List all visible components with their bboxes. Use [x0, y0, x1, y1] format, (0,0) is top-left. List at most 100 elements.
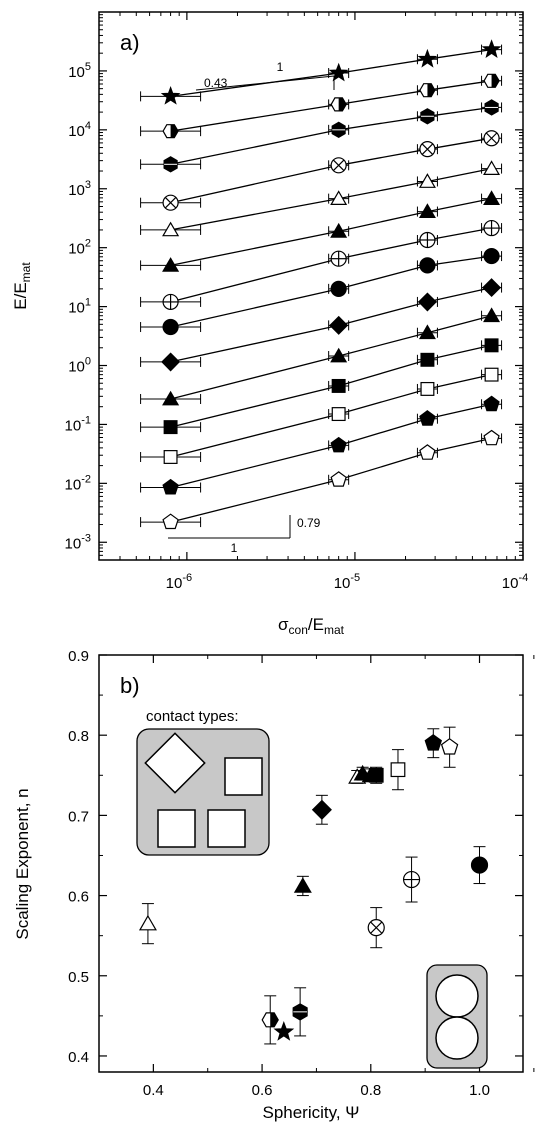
point-group — [440, 726, 459, 768]
data-point-half-hexagon — [419, 83, 436, 98]
point-group — [311, 794, 332, 825]
data-point-hexagon-filled — [484, 99, 499, 116]
data-point-triangle-filled — [418, 324, 436, 340]
data-point-circle-filled — [162, 318, 179, 336]
data-point-square-filled — [163, 420, 178, 435]
point-group — [367, 907, 385, 949]
y-tick-label: 104 — [68, 120, 91, 140]
data-point-triangle-filled — [483, 190, 501, 205]
x-title-sub1: con — [289, 623, 308, 637]
x-tick-label: 10-4 — [502, 572, 528, 592]
data-point-pentagon-open — [330, 471, 347, 487]
series-circle-cross — [140, 130, 503, 211]
series-pentagon-open — [140, 429, 503, 530]
data-point-circle-plus — [419, 231, 436, 249]
fit-line — [170, 197, 492, 267]
data-point-triangle-filled — [330, 222, 348, 238]
data-point-half-hexagon — [330, 97, 347, 112]
data-point-triangle-filled — [293, 877, 312, 893]
fit-line — [170, 286, 492, 363]
square-particle-icon — [157, 809, 196, 848]
series-hexagon-filled — [140, 99, 503, 173]
panel-a-x-axis: 10-6 10-5 10-4 — [98, 12, 528, 592]
data-point-circle-filled — [330, 280, 347, 297]
data-point-diamond-filled — [311, 799, 332, 820]
y-tick-label: 0.4 — [68, 1049, 89, 1066]
data-point-triangle-open — [483, 160, 501, 175]
data-point-triangle-filled — [483, 307, 501, 323]
data-point-diamond-filled — [417, 292, 437, 312]
data-point-square-filled — [420, 352, 435, 367]
slope-bottom-rise-label: 0.79 — [297, 516, 321, 530]
data-point-circle-filled — [419, 257, 436, 274]
data-point-triangle-filled — [418, 203, 436, 218]
point-group — [293, 875, 312, 897]
y-tick-label: 0.9 — [68, 648, 89, 665]
data-point-circle-cross — [162, 194, 179, 211]
x-title-mid: /E — [308, 615, 324, 634]
point-group — [292, 987, 308, 1037]
y-tick-label: 10-2 — [65, 473, 91, 493]
fit-line — [170, 48, 492, 98]
y-tick-label: 10-3 — [65, 532, 91, 552]
data-point-square-filled — [368, 767, 384, 783]
x-tick-label: 1.0 — [469, 1082, 490, 1099]
data-point-circle-plus — [330, 250, 347, 267]
data-point-triangle-filled — [330, 347, 348, 363]
panel-b-y-axis-title: Scaling Exponent, n — [13, 788, 32, 939]
data-point-pentagon-filled — [483, 395, 500, 412]
data-point-pentagon-filled — [419, 410, 436, 426]
data-point-triangle-filled — [162, 390, 180, 406]
point-group — [273, 1020, 295, 1041]
y-tick-label: 102 — [68, 238, 91, 258]
data-point-circle-cross — [367, 919, 385, 937]
data-point-square-open — [163, 450, 178, 464]
data-point-triangle-open — [162, 221, 180, 237]
diamond-particle-icon — [144, 732, 206, 794]
fit-line — [170, 137, 492, 204]
data-point-triangle-open — [418, 173, 436, 188]
point-group — [368, 766, 384, 784]
data-point-star — [273, 1020, 295, 1041]
data-point-hexagon-filled — [163, 156, 178, 173]
point-group — [470, 846, 489, 885]
series-triangle-open — [140, 160, 503, 237]
data-point-pentagon-filled — [424, 734, 443, 751]
fit-line — [170, 315, 492, 400]
x-tick-label: 10-6 — [166, 572, 192, 592]
sphere-contact-inset — [426, 964, 488, 1069]
data-point-pentagon-open — [483, 429, 500, 446]
y-tick-label: 0.5 — [68, 969, 89, 986]
sphere-particle-icon — [435, 1016, 479, 1060]
y-title-sub: mat — [19, 262, 33, 283]
data-point-half-hexagon — [261, 1012, 279, 1028]
x-title-main: σ — [278, 615, 289, 634]
data-point-square-open — [331, 407, 346, 422]
panel-b-y-axis: 0.4 0.5 0.6 0.7 0.8 0.9 — [68, 648, 523, 1066]
data-point-pentagon-filled — [162, 478, 179, 495]
panel-a-x-axis-title: σcon/Emat — [278, 615, 345, 637]
data-point-square-open — [420, 381, 435, 396]
series-circle-plus — [140, 219, 503, 311]
fit-line — [170, 227, 492, 303]
slope-top-rise-label: 0.43 — [204, 76, 228, 90]
data-point-square-open — [484, 367, 499, 382]
fit-line — [170, 255, 492, 328]
point-group — [138, 903, 157, 945]
panel-b-x-axis: 0.4 0.6 0.8 1.0 — [143, 655, 535, 1099]
data-point-star — [160, 85, 181, 105]
y-tick-label: 103 — [68, 179, 91, 199]
panel-a-y-axis: 10-3 10-2 10-1 100 101 102 103 104 105 — [65, 14, 523, 561]
data-point-circle-plus — [162, 293, 179, 311]
series-half-hexagon — [140, 73, 503, 139]
x-tick-label: 0.6 — [252, 1082, 273, 1099]
data-point-circle-filled — [483, 247, 500, 265]
series-square-open — [140, 367, 503, 464]
panel-b-plot-frame — [98, 654, 524, 1073]
slope-triangle-top-run — [195, 75, 335, 91]
data-point-square-filled — [484, 338, 499, 353]
data-point-diamond-filled — [329, 315, 349, 335]
data-point-triangle-filled — [162, 257, 180, 272]
x-title-sub2: mat — [324, 623, 345, 637]
